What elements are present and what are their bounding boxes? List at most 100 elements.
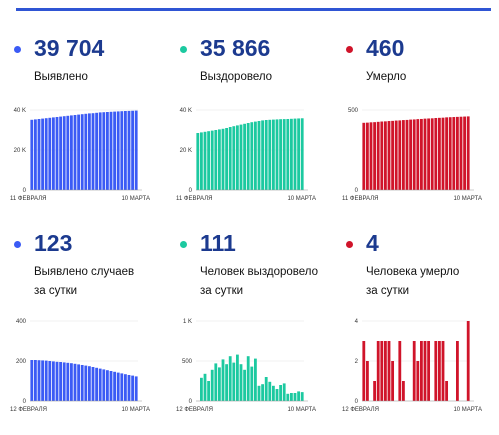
bar [106, 370, 109, 401]
y-tick-label: 400 [16, 319, 27, 325]
bar [120, 373, 124, 401]
bar [109, 111, 113, 190]
bar [236, 354, 239, 401]
bar [445, 117, 449, 190]
y-tick-label: 0 [355, 188, 359, 194]
bar [268, 119, 272, 190]
bar [48, 117, 52, 190]
bar [95, 367, 99, 401]
bar [282, 383, 286, 401]
y-tick-label: 0 [355, 399, 359, 405]
bar [250, 122, 254, 190]
bar [282, 119, 286, 190]
bar [116, 372, 120, 401]
bar [384, 121, 387, 190]
stat-panel-recovered-total: 35 866 Выздоровело 0 20 K 40 K 11 ФЕВРАЛЯ 10 М… [166, 30, 326, 240]
bar [98, 112, 102, 190]
y-tick-label: 40 K [14, 108, 26, 114]
y-tick-label: 1 K [183, 319, 192, 325]
bar-chart: 0 20 K 40 K 11 ФЕВРАЛЯ 10 МАРТА [10, 108, 150, 202]
bar [52, 361, 55, 401]
bar [441, 117, 445, 190]
bar [48, 361, 52, 401]
bar [30, 119, 34, 190]
bar [210, 130, 214, 190]
bar [41, 360, 45, 401]
bar [434, 118, 438, 190]
bar [91, 367, 95, 401]
bar [290, 393, 293, 401]
bar [214, 130, 218, 190]
bar [218, 367, 221, 401]
bar [423, 118, 427, 190]
bar [286, 119, 290, 190]
bar-chart: 0 200 400 12 ФЕВРАЛЯ 10 МАРТА [10, 319, 150, 413]
bar [73, 363, 77, 401]
bar [438, 117, 441, 190]
legend-dot [14, 241, 21, 248]
bar [84, 365, 88, 401]
x-tick-label: 10 МАРТА [287, 196, 316, 202]
bar [41, 118, 45, 190]
bar [55, 117, 59, 190]
legend-dot [180, 241, 187, 248]
bar [456, 341, 459, 401]
x-tick-label: 12 ФЕВРАЛЯ [342, 407, 379, 413]
bar-chart: 0 2 4 12 ФЕВРАЛЯ 10 МАРТА [342, 319, 482, 413]
bar [279, 385, 283, 401]
bar [412, 119, 416, 190]
bar [438, 341, 441, 401]
bar [300, 392, 304, 401]
y-tick-label: 500 [182, 359, 193, 365]
bar [254, 121, 257, 190]
bar [373, 122, 377, 190]
bar [88, 366, 91, 401]
bar [66, 115, 70, 190]
stat-panel-deaths-total: 460 Умерло 0 500 11 ФЕВРАЛЯ 10 МАРТА [332, 30, 492, 240]
bar [380, 341, 384, 401]
bar [55, 361, 59, 401]
stat-label-line: за сутки [34, 285, 78, 297]
bar [254, 358, 257, 401]
bar [293, 118, 297, 190]
stat-label-line: Человека умерло [366, 266, 460, 278]
y-tick-label: 4 [355, 319, 359, 325]
bar [34, 119, 37, 190]
bar [456, 116, 459, 190]
bar [120, 111, 124, 190]
y-tick-label: 200 [16, 359, 27, 365]
bar [131, 110, 135, 190]
stat-label-line: Человек выздоровело [200, 266, 319, 278]
bar [275, 389, 279, 401]
bar [398, 120, 402, 190]
y-tick-label: 20 K [14, 148, 26, 154]
bar [116, 111, 120, 190]
stat-label-line: Умерло [366, 71, 407, 83]
stat-label-line: Выявлено случаев [34, 266, 135, 278]
y-tick-label: 0 [189, 399, 193, 405]
stat-label-line: Выздоровело [200, 71, 273, 83]
bar [376, 341, 380, 401]
bar [420, 118, 423, 190]
bar [70, 363, 73, 401]
bar [207, 131, 211, 190]
bar [221, 359, 225, 401]
bar [261, 120, 265, 190]
bar [84, 113, 88, 190]
bar [239, 124, 243, 190]
bar [409, 119, 413, 190]
bar [297, 391, 301, 401]
bar [113, 371, 117, 401]
bar [466, 321, 470, 401]
bar [109, 371, 113, 401]
x-tick-label: 10 МАРТА [287, 407, 316, 413]
bar [275, 119, 279, 190]
bar [225, 128, 229, 190]
bar [380, 121, 384, 190]
bar [203, 373, 207, 401]
stat-value: 111 [200, 230, 236, 256]
top-rule [16, 8, 491, 11]
stat-value: 35 866 [200, 35, 271, 61]
bar [66, 362, 70, 401]
bar [434, 341, 438, 401]
